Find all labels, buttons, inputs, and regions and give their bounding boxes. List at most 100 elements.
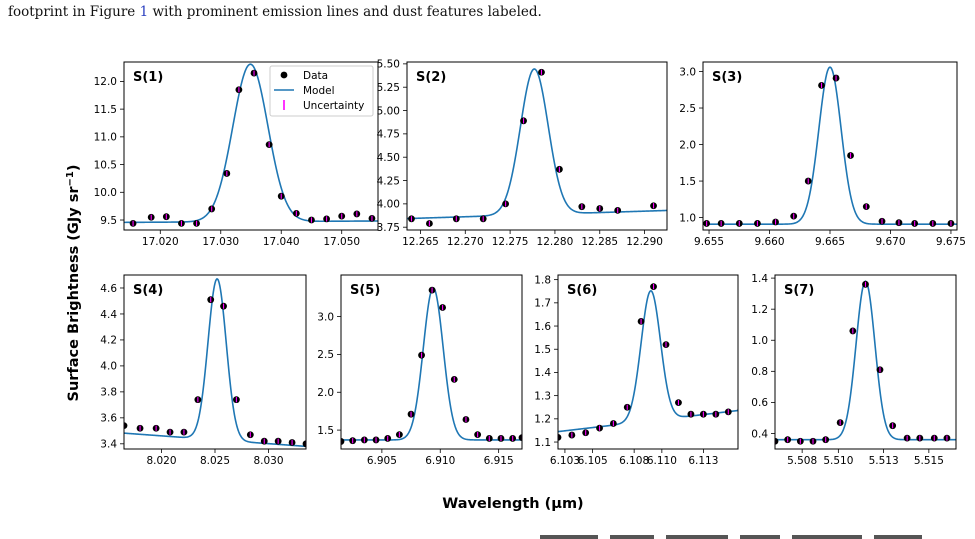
truncated-text-line: [540, 535, 922, 539]
y-tick-label-s6: 1.2: [534, 414, 551, 426]
y-tick-label-s6: 1.7: [534, 298, 551, 310]
y-tick-label-s7: 1.2: [751, 304, 768, 316]
x-tick-label-s3: 9.655: [694, 236, 724, 248]
x-tick-label-s7: 5.515: [914, 455, 944, 467]
x-tick-label-s3: 9.670: [875, 236, 905, 248]
legend-data-label: Data: [303, 70, 328, 82]
panel-s5: 6.905 6.910 6.915 1.5 2.0 2.5 3.0 S(5): [317, 274, 523, 467]
y-tick-label-s4: 3.4: [100, 439, 117, 451]
panel-s2-frame: [406, 61, 668, 231]
figure-reference-link[interactable]: 1: [139, 4, 149, 20]
x-tick-label-s7: 5.508: [787, 455, 817, 467]
y-tick-label-s6: 1.6: [534, 321, 551, 333]
x-tick-label-s7: 5.510: [823, 455, 853, 467]
y-axis-label-close: ): [66, 165, 82, 172]
model-curve-s1: [124, 63, 378, 224]
y-tick-label-s1: 11.0: [94, 132, 117, 144]
y-tick-label-s2: 5.00: [377, 105, 400, 117]
legend: Data Model Uncertainty: [269, 65, 374, 117]
y-tick-label-s4: 4.6: [100, 283, 117, 295]
data-point-s6-1: [558, 434, 562, 441]
figure-caption-fragment: footprint in Figure 1 with prominent emi…: [8, 4, 542, 20]
panel-s7-frame: [774, 274, 957, 450]
panel-s4: 8.020 8.025 8.030 3.4 3.6 3.8 4.0 4.2 4.4 4.6 S(4): [100, 274, 307, 467]
panel-title-s6: S(6): [567, 283, 597, 298]
x-tick-label-s6: 6.113: [688, 455, 718, 467]
x-axis-label: Wavelength (μm): [442, 496, 583, 512]
y-tick-label-s4: 4.0: [100, 361, 117, 373]
x-tick-label-s3: 9.665: [815, 236, 845, 248]
panel-s1-frame: [123, 61, 379, 231]
panel-title-s2: S(2): [416, 70, 446, 85]
y-tick-label-s6: 1.4: [534, 367, 551, 379]
panels-group: 17.020 17.030 17.040 17.050 9.5 10.0 10.5 11.0 1…: [94, 59, 966, 467]
y-tick-label-s5: 3.0: [317, 311, 334, 323]
panel-s6-frame: [557, 274, 739, 450]
y-tick-label-s5: 1.5: [317, 425, 334, 437]
panel-title-s3: S(3): [712, 70, 742, 85]
x-tick-label-s2: 12.275: [492, 236, 529, 248]
x-tick-label-s5: 6.905: [367, 455, 397, 467]
y-tick-label-s6: 1.3: [534, 390, 551, 402]
x-tick-label-s4: 8.020: [146, 455, 176, 467]
y-tick-label-s3: 1.0: [679, 212, 696, 224]
panel-s7-background: [775, 275, 956, 449]
model-curve-s2: [407, 68, 667, 220]
x-tick-label-s6: 6.110: [647, 455, 677, 467]
x-tick-label-s1: 17.020: [142, 236, 179, 248]
y-tick-label-s1: 11.5: [94, 104, 117, 116]
y-axis-label-main: Surface Brightness (GJy sr: [66, 186, 82, 402]
caption-text-before: footprint in Figure: [8, 4, 140, 20]
y-tick-label-s3: 2.0: [679, 139, 696, 151]
y-tick-label-s4: 3.8: [100, 387, 117, 399]
panel-title-s1: S(1): [133, 70, 163, 85]
panel-title-s7: S(7): [784, 283, 814, 298]
y-tick-label-s7: 1.4: [751, 273, 768, 285]
y-tick-label-s5: 2.5: [317, 349, 334, 361]
y-tick-label-s2: 4.75: [377, 129, 400, 141]
panel-s3: 9.655 9.660 9.665 9.670 9.675 1.0 1.5 2.0 2.5 3.0…: [679, 61, 966, 248]
data-point-s5-17: [518, 434, 522, 442]
data-point-s4-14: [302, 440, 306, 448]
data-point-s4-1: [124, 422, 128, 430]
x-tick-label-s5: 6.910: [425, 455, 455, 467]
x-tick-label-s6: 6.108: [619, 455, 649, 467]
y-tick-label-s2: 5.25: [377, 82, 400, 94]
panel-title-s5: S(5): [350, 283, 380, 298]
y-tick-label-s4: 3.6: [100, 413, 117, 425]
data-point-s5-1: [341, 438, 345, 445]
legend-model-label: Model: [303, 85, 335, 97]
x-tick-label-s3: 9.660: [754, 236, 784, 248]
x-tick-label-s2: 12.270: [447, 236, 484, 248]
y-tick-label-s4: 4.4: [100, 309, 117, 321]
x-tick-label-s2: 12.285: [581, 236, 618, 248]
caption-text-after: with prominent emission lines and dust f…: [148, 4, 542, 20]
panel-s3-background: [703, 62, 957, 230]
x-tick-label-s7: 5.513: [869, 455, 899, 467]
x-tick-label-s3: 9.675: [936, 236, 966, 248]
y-tick-label-s3: 2.5: [679, 103, 696, 115]
y-axis-label: Surface Brightness (GJy sr−1): [65, 165, 83, 402]
model-curve-s6: [558, 289, 738, 433]
y-tick-label-s4: 4.2: [100, 335, 117, 347]
x-tick-label-s1: 17.030: [202, 236, 239, 248]
y-tick-label-s7: 1.0: [751, 335, 768, 347]
x-tick-label-s5: 6.915: [484, 455, 514, 467]
y-tick-label-s2: 5.50: [377, 59, 400, 71]
y-tick-label-s7: 0.6: [751, 397, 768, 409]
y-axis-label-exponent: −1: [65, 171, 76, 186]
y-tick-label-s2: 4.25: [377, 175, 400, 187]
y-tick-label-s1: 10.5: [94, 159, 117, 171]
y-tick-label-s6: 1.5: [534, 344, 551, 356]
y-tick-label-s5: 2.0: [317, 387, 334, 399]
data-point-s7-1: [775, 437, 779, 445]
legend-uncertainty-label: Uncertainty: [303, 100, 364, 112]
y-tick-label-s2: 4.50: [377, 152, 400, 164]
legend-data-marker: [280, 71, 288, 79]
y-tick-label-s6: 1.8: [534, 274, 551, 286]
x-tick-label-s2: 12.265: [402, 236, 439, 248]
y-tick-label-s2: 4.00: [377, 199, 400, 211]
x-tick-label-s6: 6.103: [550, 455, 580, 467]
